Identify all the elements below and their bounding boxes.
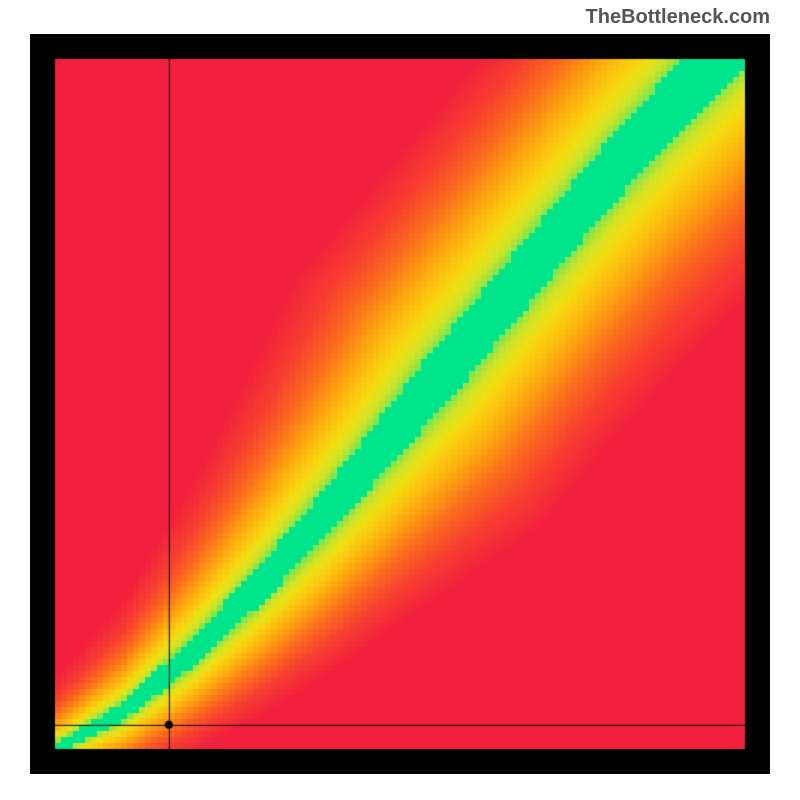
bottleneck-heatmap bbox=[30, 34, 770, 774]
heatmap-canvas bbox=[30, 34, 770, 774]
attribution-text: TheBottleneck.com bbox=[586, 6, 770, 29]
